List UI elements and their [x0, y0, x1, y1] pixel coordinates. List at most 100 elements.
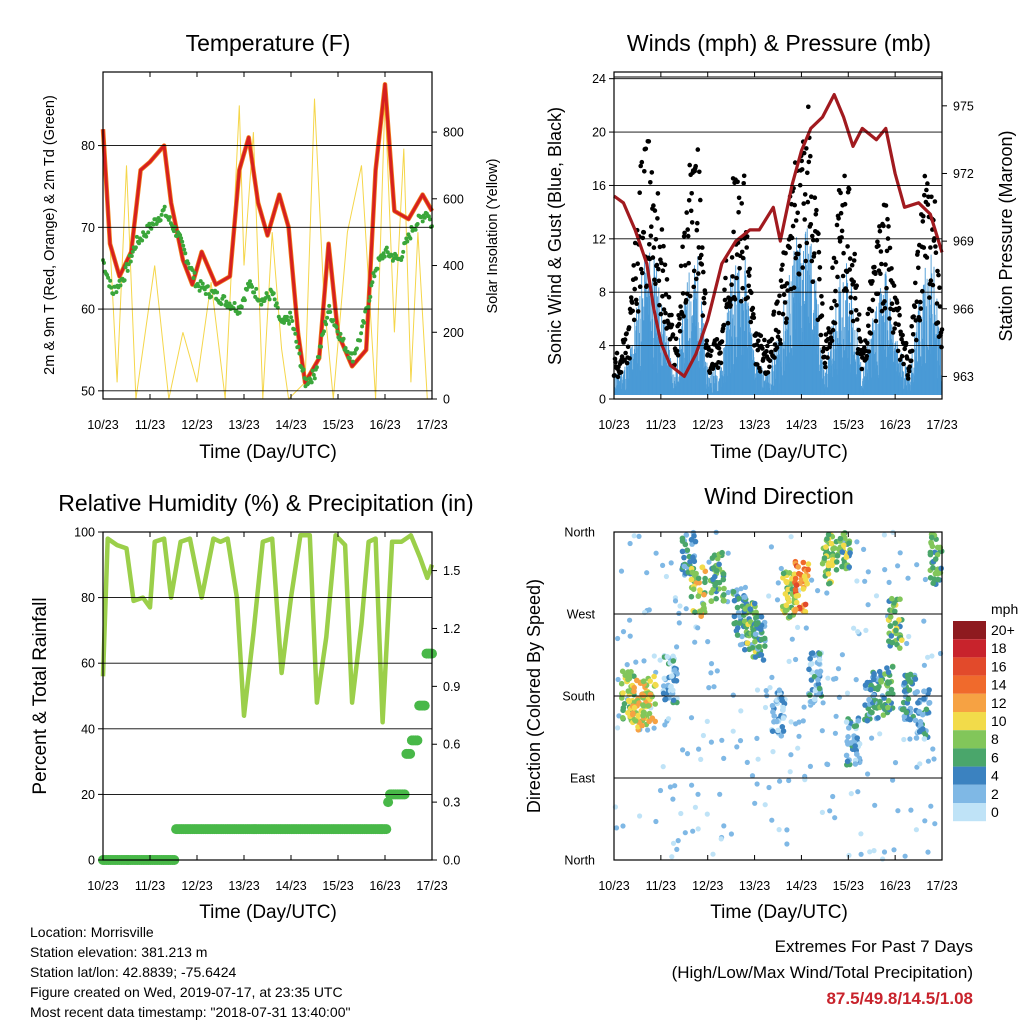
- direction-point: [863, 627, 869, 634]
- direction-point: [700, 601, 707, 608]
- gust-point: [897, 357, 903, 363]
- x-tick-label: 11/23: [135, 879, 165, 893]
- gust-point: [801, 201, 806, 206]
- gust-point: [805, 170, 810, 176]
- x-tick-label: 15/23: [322, 418, 353, 432]
- direction-point: [778, 733, 785, 739]
- gust-point: [902, 346, 907, 352]
- y-tick-label: 0: [88, 854, 95, 868]
- legend-label: 10: [991, 713, 1007, 729]
- dewpoint-point: [401, 249, 406, 254]
- winds-x-label: Time (Day/UTC): [710, 442, 848, 463]
- direction-point: [615, 676, 621, 683]
- dewpoint-point: [215, 290, 220, 295]
- dewpoint-point: [367, 298, 372, 303]
- x-tick-label: 12/23: [692, 418, 723, 432]
- gust-point: [796, 272, 802, 277]
- gust-point: [739, 201, 744, 206]
- x-tick-label: 13/23: [739, 879, 770, 893]
- direction-point: [928, 803, 934, 809]
- gust-point: [640, 270, 645, 276]
- gust-point: [920, 288, 925, 294]
- gust-point: [696, 245, 702, 250]
- direction-point: [927, 551, 934, 558]
- dewpoint-point: [248, 279, 252, 284]
- direction-point: [913, 735, 920, 741]
- gust-point: [937, 285, 942, 291]
- direction-point: [645, 703, 652, 709]
- direction-point: [825, 531, 832, 538]
- gust-point: [745, 295, 750, 300]
- gust-point: [775, 299, 780, 305]
- direction-point: [767, 685, 773, 691]
- gust-point: [930, 282, 936, 288]
- x-tick-label: 17/23: [926, 418, 957, 432]
- dewpoint-point: [197, 288, 202, 293]
- gust-point: [721, 322, 727, 328]
- direction-point: [800, 559, 807, 566]
- gust-point: [633, 276, 638, 281]
- dewpoint-point: [111, 292, 116, 296]
- gust-point: [701, 295, 707, 301]
- direction-point: [783, 602, 790, 609]
- winds-y-ticks: 0 4 8 12 16 20 24: [592, 72, 614, 407]
- direction-point: [751, 600, 758, 607]
- x-tick-label: 12/23: [181, 418, 212, 432]
- wind-direction-y-label: Direction (Colored By Speed): [524, 579, 544, 813]
- direction-point: [785, 586, 791, 593]
- gust-point: [797, 243, 802, 249]
- dewpoint-point: [369, 283, 374, 288]
- direction-point: [843, 752, 850, 759]
- direction-point: [769, 702, 776, 709]
- direction-point: [871, 848, 877, 854]
- direction-point: [780, 728, 787, 734]
- gust-point: [740, 255, 746, 261]
- direction-point: [693, 570, 699, 577]
- dewpoint-point: [288, 310, 293, 315]
- dewpoint-point: [134, 234, 139, 239]
- y-tick-label: 16: [592, 179, 606, 193]
- direction-point: [719, 737, 725, 743]
- dewpoint-point: [252, 290, 257, 295]
- direction-point: [702, 568, 709, 575]
- gust-point: [662, 262, 668, 268]
- extremes-title: Extremes For Past 7 Days: [774, 937, 973, 956]
- direction-point: [886, 579, 892, 586]
- gust-point: [848, 310, 854, 315]
- gust-point: [658, 311, 664, 317]
- dewpoint-point: [311, 372, 316, 377]
- direction-point: [846, 852, 852, 858]
- direction-point: [815, 588, 821, 594]
- direction-point: [885, 680, 891, 686]
- direction-point: [676, 620, 682, 626]
- direction-point: [721, 597, 727, 604]
- temperature-panel: Temperature (F) 50 60 70 80 0 200 400 600 800 1…: [42, 30, 501, 463]
- gust-point: [699, 262, 705, 267]
- direction-point: [695, 826, 701, 832]
- direction-point: [662, 696, 669, 702]
- direction-point: [807, 655, 813, 662]
- gust-point: [677, 328, 683, 334]
- direction-point: [815, 677, 821, 683]
- gust-point: [784, 316, 789, 322]
- gust-point: [769, 336, 775, 342]
- direction-point: [660, 562, 666, 569]
- gust-point: [772, 355, 777, 360]
- speed-legend-title: mph: [991, 601, 1018, 617]
- right-tick-label: 400: [443, 259, 464, 273]
- direction-point: [821, 555, 828, 561]
- direction-point: [665, 716, 672, 722]
- right-tick-label: 0.0: [443, 854, 460, 868]
- direction-point: [664, 654, 671, 660]
- gust-point: [629, 300, 635, 305]
- y-tick-label: South: [562, 690, 595, 704]
- gust-point: [812, 251, 817, 256]
- dewpoint-point: [294, 339, 299, 344]
- direction-point: [706, 559, 712, 565]
- direction-point: [855, 629, 861, 635]
- gust-point: [899, 336, 904, 342]
- direction-point: [680, 747, 686, 753]
- humidity-line: [100, 533, 435, 725]
- extremes-box: Extremes For Past 7 Days (High/Low/Max W…: [672, 934, 973, 1012]
